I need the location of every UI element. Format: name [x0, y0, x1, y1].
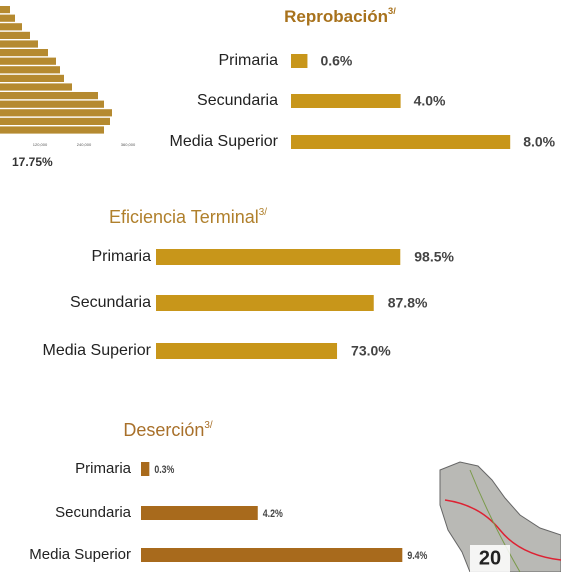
pyramid-tick-label: 240,000	[77, 142, 92, 147]
bar	[156, 295, 374, 311]
chart-title: Reprobación3/	[284, 6, 396, 26]
bar	[141, 506, 258, 520]
pyramid-bar	[0, 58, 56, 65]
value-label: 0.3%	[154, 464, 174, 476]
pyramid-bar	[0, 6, 10, 13]
title-text: Deserción	[123, 420, 204, 440]
pyramid-bar	[0, 40, 38, 47]
pyramid-label: 17.75%	[12, 155, 53, 169]
value-label: 9.4%	[407, 550, 427, 562]
pyramid-bar	[0, 126, 104, 133]
category-label: Secundaria	[197, 92, 278, 109]
pyramid-bar	[0, 49, 48, 56]
value-label: 73.0%	[351, 343, 391, 359]
value-label: 8.0%	[523, 134, 555, 150]
pyramid-bar	[0, 83, 72, 90]
chart-title: Eficiencia Terminal3/	[109, 207, 267, 227]
category-label: Media Superior	[43, 342, 152, 359]
title-text: Eficiencia Terminal	[109, 207, 259, 227]
bar	[141, 462, 149, 476]
category-label: Primaria	[218, 52, 278, 69]
pyramid-bar	[0, 109, 112, 116]
title-sup: 3/	[204, 420, 212, 431]
bar-chart: Reprobación3/Primaria 0.6% Secundaria 4.0% M…	[170, 6, 556, 150]
bar	[291, 135, 510, 149]
pyramid-bar	[0, 66, 60, 73]
category-label: Secundaria	[55, 504, 132, 521]
bar-chart: Eficiencia Terminal3/Primaria 98.5% Secund…	[43, 207, 455, 360]
bar	[291, 54, 307, 68]
bar-chart: Deserción3/Primaria 0.3% Secundaria 4.2% Med…	[29, 420, 427, 563]
pyramid-tick-label: 360,000	[121, 142, 136, 147]
value-label: 87.8%	[388, 295, 428, 311]
title-sup: 3/	[259, 207, 267, 218]
pyramid-bar	[0, 118, 110, 125]
category-label: Media Superior	[170, 133, 279, 150]
pyramid-bar	[0, 15, 15, 22]
infographic: 120,000 240,000 360,000 17.75% 20 Reprobación…	[0, 0, 561, 572]
pyramid-bar	[0, 101, 104, 108]
bar	[291, 94, 401, 108]
pyramid-bar	[0, 92, 98, 99]
chart-title: Deserción3/	[123, 420, 213, 440]
value-label: 4.0%	[414, 93, 446, 109]
category-label: Media Superior	[29, 546, 131, 563]
pyramid-bar	[0, 75, 64, 82]
title-text: Reprobación	[284, 7, 388, 26]
bar	[156, 249, 400, 265]
pyramid-bar	[0, 32, 30, 39]
value-label: 4.2%	[263, 508, 283, 520]
bar	[156, 343, 337, 359]
title-sup: 3/	[388, 6, 396, 16]
category-label: Primaria	[75, 460, 131, 477]
category-label: Primaria	[91, 248, 151, 265]
category-label: Secundaria	[70, 294, 151, 311]
pyramid-tick-label: 120,000	[33, 142, 48, 147]
bar	[141, 548, 402, 562]
value-label: 98.5%	[414, 249, 454, 265]
value-label: 0.6%	[320, 53, 352, 69]
pyramid-bar	[0, 23, 22, 30]
map-label: 20	[479, 547, 501, 569]
